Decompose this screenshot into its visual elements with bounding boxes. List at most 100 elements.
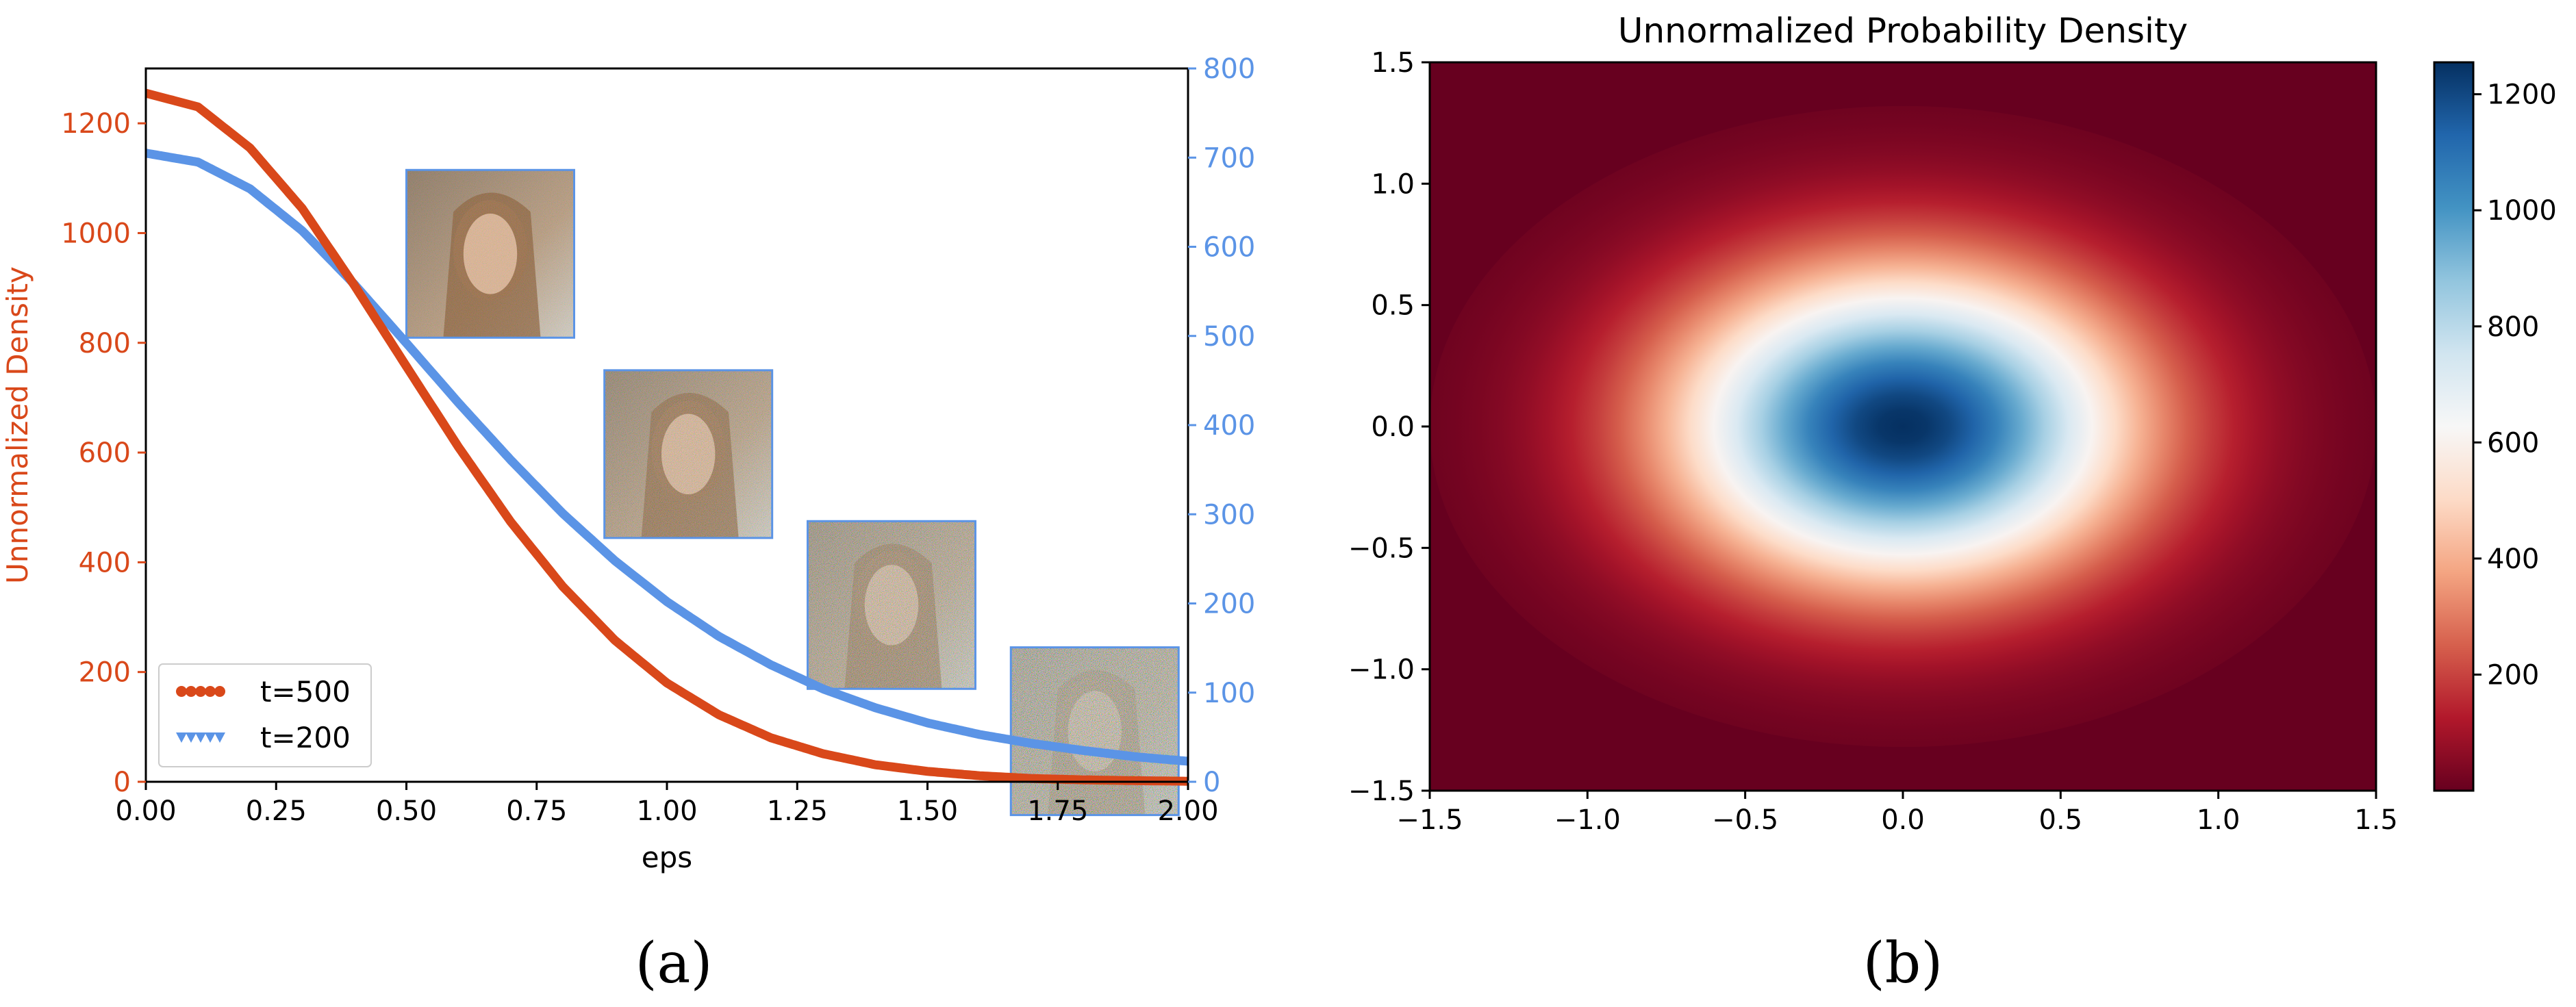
- left-y-tick-label: 0: [114, 767, 131, 798]
- x-tick-label: 2.00: [1157, 795, 1218, 827]
- right-y-tick-label: 400: [1203, 410, 1255, 442]
- legend-triangle: [195, 732, 206, 743]
- noisy-thumbnail-3: [806, 520, 976, 690]
- series-line-t200-point: [301, 230, 303, 232]
- series-line-t500-point: [353, 284, 355, 286]
- x-axis-ticks-b: −1.5 −1.0 −0.5 0.0 0.5 1.0 1.5: [1396, 791, 2398, 836]
- left-y-tick-label: 600: [79, 437, 131, 469]
- legend-triangle: [214, 732, 225, 743]
- colorbar-tick-label: 1200: [2487, 79, 2557, 111]
- noisy-thumbnail-4: [1009, 646, 1180, 817]
- series-line-t200-point: [249, 188, 251, 190]
- noise-overlay: [406, 170, 574, 338]
- series-line-t500-point: [561, 585, 564, 587]
- legend-dot: [176, 686, 187, 697]
- series-line-t500-point: [822, 753, 824, 755]
- heatmap-density-field: [1430, 105, 2376, 748]
- series-line-t500-point: [197, 106, 199, 108]
- series-line-t200-point: [1083, 750, 1085, 752]
- y-tick-label: 0.5: [1371, 290, 1415, 322]
- x-tick-label: 1.25: [767, 795, 828, 827]
- panel-label-b: (b): [1863, 931, 1943, 996]
- y-tick-label: −1.0: [1348, 654, 1415, 686]
- y-tick-label: −1.5: [1348, 776, 1415, 807]
- series-line-t500-point: [457, 446, 459, 448]
- x-tick-label: 0.00: [115, 795, 176, 827]
- legend-triangle: [205, 732, 216, 743]
- colorbar-tick-label: 800: [2487, 311, 2539, 343]
- legend-dot: [186, 686, 197, 697]
- series-line-t500-point: [301, 207, 303, 209]
- legend-marker-t200: [176, 732, 225, 743]
- right-y-axis-ticks: 0 100 200 300 400 500 600 700 800: [1188, 53, 1255, 798]
- right-y-tick-label: 700: [1203, 142, 1255, 174]
- legend-dot: [205, 686, 216, 697]
- panel-a-line-chart: 0.00 0.25 0.50 0.75 1.00 1.25 1.50 1.75 2.00 0 20…: [1, 53, 1255, 996]
- x-tick-label: 0.50: [376, 795, 437, 827]
- thumbnail-border: [806, 520, 976, 690]
- colorbar-tick-label: 1000: [2487, 195, 2557, 227]
- series-line-t500-point: [874, 764, 876, 766]
- x-tick-label: 0.5: [2039, 804, 2083, 836]
- y-tick-label: 1.0: [1371, 168, 1415, 200]
- x-axis-ticks-a: 0.00 0.25 0.50 0.75 1.00 1.25 1.50 1.75 2.00: [115, 782, 1219, 827]
- legend-dot: [195, 686, 206, 697]
- x-tick-label: 0.75: [506, 795, 567, 827]
- left-y-tick-label: 1200: [61, 108, 131, 140]
- legend-marker-t500: [176, 686, 225, 697]
- legend-triangle: [176, 732, 187, 743]
- x-tick-label: −0.5: [1712, 804, 1778, 836]
- noise-overlay: [1011, 647, 1179, 815]
- right-y-tick-label: 200: [1203, 589, 1255, 620]
- left-y-tick-label: 400: [79, 547, 131, 578]
- series-line-t200-point: [666, 600, 668, 602]
- series-line-t200-point: [457, 402, 459, 404]
- left-y-axis-ticks: 0 200 400 600 800 1000 1200: [61, 108, 146, 798]
- x-tick-label: 0.0: [1881, 804, 1925, 836]
- series-line-t500-point: [718, 714, 720, 716]
- x-tick-label: 0.25: [246, 795, 307, 827]
- series-line-t200-point: [822, 688, 824, 690]
- series-line-t200-point: [614, 559, 616, 561]
- series-line-t200-point: [1135, 756, 1137, 758]
- y-tick-label: 0.0: [1371, 411, 1415, 443]
- right-y-tick-label: 0: [1203, 767, 1220, 798]
- series-line-t500-point: [1031, 778, 1033, 780]
- noise-overlay: [604, 370, 772, 538]
- x-tick-label: 1.5: [2354, 804, 2398, 836]
- series-line-t200-point: [1031, 742, 1033, 744]
- series-line-t200-point: [718, 635, 720, 637]
- series-line-t200-point: [405, 342, 407, 344]
- legend-label-t500: t=500: [260, 675, 351, 709]
- colorbar-tick-label: 200: [2487, 659, 2539, 691]
- series-line-t500-point: [509, 521, 512, 523]
- series-line-t200-point: [926, 722, 929, 724]
- series-line-t200-point: [509, 459, 512, 461]
- right-y-tick-label: 300: [1203, 499, 1255, 531]
- series-line-t200-point: [197, 161, 199, 163]
- series-line-t500-point: [926, 770, 929, 772]
- right-y-tick-label: 500: [1203, 321, 1255, 353]
- series-line-t500-point: [614, 639, 616, 641]
- left-y-tick-label: 800: [79, 328, 131, 359]
- panel-b-heatmap: Unnormalized Probability Density −1.5 −1.…: [1348, 11, 2557, 996]
- left-y-tick-label: 1000: [61, 218, 131, 249]
- left-y-tick-label: 200: [79, 657, 131, 689]
- x-tick-label: 1.50: [897, 795, 958, 827]
- x-axis-label-a: eps: [642, 841, 692, 874]
- series-line-t500-point: [1083, 779, 1085, 781]
- noise-overlay: [807, 521, 976, 689]
- legend-triangle: [186, 732, 197, 743]
- right-y-tick-label: 800: [1203, 53, 1255, 85]
- y-axis-label-a: Unnormalized Density: [1, 266, 34, 584]
- thumbnail-border: [1009, 646, 1180, 817]
- legend-dot: [214, 686, 225, 697]
- x-tick-label: 1.0: [2197, 804, 2240, 836]
- colorbar: [2433, 61, 2475, 792]
- noisy-thumbnail-2: [603, 369, 774, 539]
- right-y-tick-label: 100: [1203, 678, 1255, 709]
- series-line-t200-point: [874, 706, 876, 709]
- x-tick-label: 1.00: [636, 795, 697, 827]
- noisy-image-thumbnails: [405, 168, 1180, 817]
